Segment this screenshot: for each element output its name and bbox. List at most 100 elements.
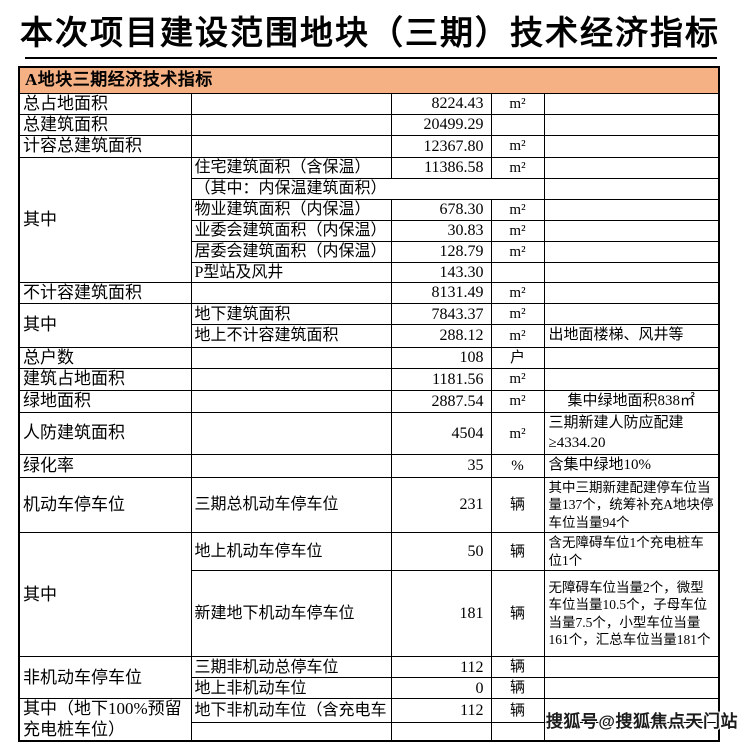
top-rule (25, 57, 717, 59)
value-cell: 128.79 (390, 240, 492, 263)
row-sub-cell: 居委会建筑面积（内保温） (190, 240, 392, 263)
remark-cell (543, 92, 720, 115)
row-label-cell: 计容总建筑面积 (18, 135, 192, 158)
empty-cell (190, 113, 392, 137)
value-cell: 4504 (390, 412, 492, 456)
unit-cell: 辆 (490, 532, 545, 572)
value-cell: 0 (390, 677, 492, 700)
row-sub-cell: 住宅建筑面积（含保温） (190, 156, 392, 179)
empty-cell (190, 346, 392, 370)
unit-cell: m² (490, 303, 545, 326)
value-cell: 108 (390, 346, 492, 370)
value-cell: 8131.49 (390, 281, 492, 305)
row-sub-cell: 地下建筑面积 (190, 303, 392, 326)
remark-cell (543, 281, 720, 305)
value-cell: 288.12 (390, 324, 492, 348)
value-cell: 112 (390, 698, 492, 724)
unit-cell: m² (490, 412, 545, 456)
value-cell: 1181.56 (390, 368, 492, 391)
empty-cell (390, 722, 492, 742)
row-label-cell: 不计容建筑面积 (18, 281, 192, 305)
value-cell: 231 (390, 476, 492, 534)
empty-cell (190, 92, 392, 115)
empty-cell (190, 722, 392, 742)
row-label-cell: 总建筑面积 (18, 113, 192, 137)
group-label-cell: 非机动车停车位 (18, 656, 192, 700)
row-label-cell: 机动车停车位 (18, 476, 192, 534)
value-cell: 50 (390, 532, 492, 572)
unit-cell: 户 (490, 346, 545, 370)
remark-cell (543, 368, 720, 391)
value-cell: 181 (390, 570, 492, 658)
unit-cell: m² (490, 368, 545, 391)
value-cell: 678.30 (390, 198, 492, 221)
row-sub-cell: 三期总机动车停车位 (190, 476, 392, 534)
table-header-band: A地块三期经济技术指标 (18, 66, 720, 94)
group-label-cell: 其中 (18, 532, 192, 658)
remark-cell (543, 240, 720, 263)
value-cell: 7843.37 (390, 303, 492, 326)
unit-cell: 辆 (490, 476, 545, 534)
remark-cell: 含集中绿地10% (543, 454, 720, 478)
indicator-table: A地块三期经济技术指标 总占地面积 8224.43 m² 总建筑面积 20499… (18, 66, 721, 742)
unit-cell: m² (490, 135, 545, 158)
row-sub-cell: 地上不计容建筑面积 (190, 324, 392, 348)
row-sub-cell: （其中：内保温建筑面积） (190, 177, 545, 200)
value-cell: 35 (390, 454, 492, 478)
unit-cell: m² (490, 324, 545, 348)
remark-cell (543, 177, 720, 200)
value-cell: 11386.58 (390, 156, 492, 179)
empty-cell (190, 368, 392, 391)
unit-cell: m² (490, 389, 545, 414)
row-label-cell: 人防建筑面积 (18, 412, 192, 456)
row-sub-cell: 地下非机动车位（含充电车 (190, 698, 392, 724)
unit-cell: 辆 (490, 677, 545, 700)
value-cell: 8224.43 (390, 92, 492, 115)
empty-cell (190, 454, 392, 478)
value-cell: 20499.29 (390, 113, 492, 137)
remark-cell (543, 261, 720, 283)
value-cell: 30.83 (390, 219, 492, 242)
row-label-cell: 绿化率 (18, 454, 192, 478)
row-sub-cell: P型站及风井 (190, 261, 392, 283)
value-cell: 112 (390, 656, 492, 679)
row-sub-cell: 业委会建筑面积（内保温） (190, 219, 392, 242)
watermark-text: 搜狐号@搜狐焦点天门站 (545, 712, 738, 731)
remark-cell: 三期新建人防应配建≥4334.20 (543, 412, 720, 456)
remark-cell (543, 156, 720, 179)
remark-cell (543, 303, 720, 326)
unit-cell: 辆 (490, 570, 545, 658)
row-sub-cell: 地上非机动车位 (190, 677, 392, 700)
remark-cell (543, 219, 720, 242)
unit-cell: m² (490, 281, 545, 305)
remark-cell: 无障碍车位当量2个，微型车位当量10.5个，子母车位当量7.5个，小型车位当量1… (543, 570, 720, 658)
unit-cell: % (490, 454, 545, 478)
group-label-cell: 其中 (18, 156, 192, 283)
unit-cell: 辆 (490, 656, 545, 679)
row-sub-cell: 新建地下机动车停车位 (190, 570, 392, 658)
row-label-cell: 总占地面积 (18, 92, 192, 115)
row-sub-cell: 地上机动车停车位 (190, 532, 392, 572)
value-cell: 12367.80 (390, 135, 492, 158)
unit-cell: m² (490, 156, 545, 179)
remark-cell: 含无障碍车位1个充电桩车位1个 (543, 532, 720, 572)
row-sub-cell: 物业建筑面积（内保温） (190, 198, 392, 221)
unit-cell: 辆 (490, 698, 545, 724)
remark-cell: 出地面楼梯、风井等 (543, 324, 720, 348)
empty-cell (490, 722, 545, 742)
unit-cell: m² (490, 198, 545, 221)
unit-cell (490, 261, 545, 283)
row-sub-cell: 三期非机动总停车位 (190, 656, 392, 679)
empty-cell (190, 281, 392, 305)
remark-cell: 集中绿地面积838㎡ (543, 389, 720, 414)
empty-cell (190, 135, 392, 158)
row-label-cell: 建筑占地面积 (18, 368, 192, 391)
value-cell: 2887.54 (390, 389, 492, 414)
unit-cell: m² (490, 92, 545, 115)
unit-cell: m² (490, 219, 545, 242)
remark-cell (543, 346, 720, 370)
value-cell: 143.30 (390, 261, 492, 283)
remark-cell (543, 198, 720, 221)
group-label-cell: 其中（地下100%预留充电桩车位） (18, 698, 192, 742)
unit-cell (490, 113, 545, 137)
